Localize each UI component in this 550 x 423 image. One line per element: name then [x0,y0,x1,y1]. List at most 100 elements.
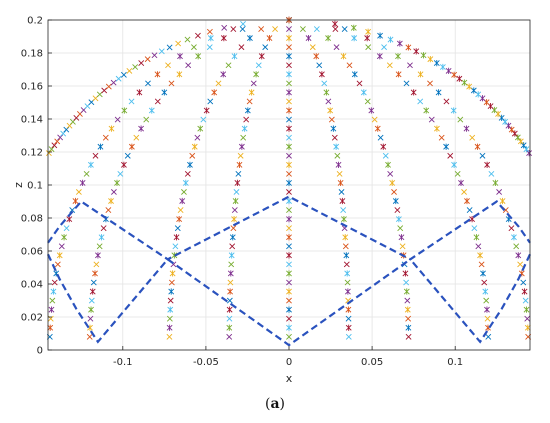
star-marker [458,179,464,187]
star-marker [515,252,522,259]
star-marker [179,197,186,205]
star-marker [350,24,357,31]
y-tick-label: 0 [37,346,43,357]
cross-marker [100,225,107,232]
star-marker [148,107,155,114]
cross-marker [184,36,191,43]
cross-marker [48,146,55,153]
cross-marker [340,207,347,213]
star-marker [92,270,98,277]
star-marker [286,306,292,313]
cross-marker [166,315,173,322]
star-marker [232,197,239,205]
star-marker [368,107,375,114]
star-marker [195,53,202,60]
star-marker [360,89,367,96]
cross-marker [333,44,340,51]
star-marker [98,234,105,241]
cross-marker [517,261,524,268]
cross-marker [479,152,486,159]
cross-marker [286,170,292,177]
cross-marker [344,279,351,286]
y-axis-label: z [12,182,25,188]
cross-marker [166,44,173,51]
star-marker [392,197,399,205]
cross-marker [377,134,384,141]
cross-marker [226,297,233,304]
star-marker [433,59,440,67]
star-marker [523,146,530,153]
scatter-plot: -0.1 -0.05 0 0.05 0.1 0 0.02 0.04 0.06 0.08 0.1 0.… [12,16,533,385]
cross-marker [184,170,191,177]
star-marker [231,216,237,223]
cross-marker [60,130,67,137]
cross-marker [457,116,464,123]
cross-marker [364,98,371,105]
star-marker [339,197,346,205]
cross-marker [286,207,292,213]
star-marker [236,161,243,168]
star-marker [177,53,183,60]
cross-marker [90,279,97,286]
cross-marker [231,207,238,213]
cross-marker [240,134,247,141]
cross-marker [309,44,316,51]
cross-marker [75,189,82,195]
star-marker [167,306,174,313]
cross-marker [69,207,76,213]
star-marker [253,71,260,78]
star-marker [480,270,486,277]
cross-marker [58,243,65,250]
cross-marker [138,60,145,66]
star-marker [56,252,63,259]
star-marker [89,288,96,295]
star-marker [511,234,517,241]
cross-marker [168,80,175,87]
cross-marker [144,56,151,63]
star-marker [380,143,387,150]
cross-marker [195,32,201,39]
cross-marker [488,170,495,177]
star-marker [340,53,347,60]
cross-marker [235,170,242,177]
cross-marker [483,297,490,304]
star-marker [402,270,409,277]
cross-marker [240,20,246,27]
cross-marker [126,67,133,74]
cross-marker [382,152,389,159]
cross-marker [345,315,352,322]
cross-marker [207,98,214,105]
star-marker [220,34,227,42]
star-marker [327,107,334,114]
cross-marker [168,279,175,286]
cross-marker [87,315,94,322]
star-marker [351,34,358,42]
star-marker [244,107,251,114]
star-marker [286,34,292,42]
star-marker [492,179,499,187]
cross-marker [286,134,292,141]
star-marker [207,34,214,42]
cross-marker [524,315,531,322]
cross-marker [496,189,503,195]
star-marker [456,75,463,82]
cross-marker [246,98,253,105]
cross-marker [229,243,236,250]
star-marker [364,34,371,42]
cross-marker [51,142,58,149]
cross-marker [475,243,482,250]
cross-marker [513,243,520,250]
cross-marker [286,279,292,286]
cross-marker [405,315,412,322]
cross-marker [258,26,265,32]
cross-marker [371,116,378,123]
star-marker [508,126,515,133]
cross-marker [151,52,158,59]
star-marker [342,234,349,241]
cross-marker [391,189,397,195]
cross-marker [403,80,410,87]
x-tick-label: 0.05 [361,357,383,368]
cross-marker [243,116,250,123]
star-marker [305,34,312,42]
cross-marker [417,98,424,105]
